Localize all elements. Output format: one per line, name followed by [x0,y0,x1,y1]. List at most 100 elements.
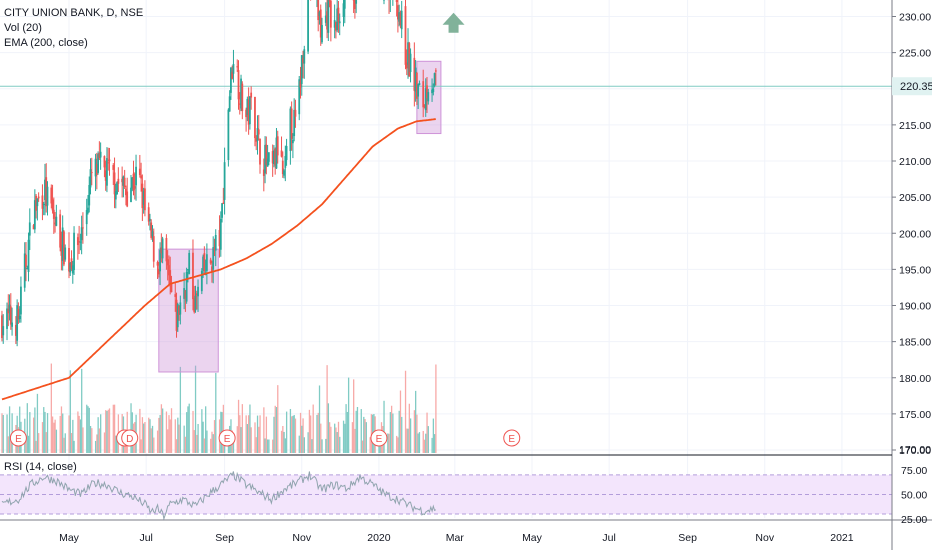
volume-bar [51,416,54,453]
time-tick-label: 2020 [367,532,391,544]
volume-bar [408,403,410,453]
volume-bar [337,421,340,453]
volume-bar [26,403,28,453]
rsi-tick-label: 50.00 [901,489,927,501]
volume-bar [82,427,84,453]
earnings-marker-icon[interactable]: E [218,429,236,447]
candle-body [16,305,19,341]
volume-bar [416,414,418,453]
volume-bar [407,428,409,453]
event-markers[interactable]: EEEEED [9,429,521,447]
candle-body [292,139,294,144]
candle-body [257,129,260,135]
volume-bar [392,413,394,453]
volume-bar [41,422,44,453]
volume-bar [213,420,216,453]
volume-bar [256,415,259,453]
candle-body [409,53,412,73]
candle-body [230,67,232,93]
volume-bar [310,415,312,453]
volume-bar [70,433,73,453]
volume-bar [144,422,146,453]
volume-bar [97,417,99,453]
candle-body [184,290,187,299]
volume-bar [273,416,275,453]
volume-bar [328,422,331,453]
volume-bar [55,429,58,453]
candle-body [35,195,38,211]
candle-body [256,128,259,141]
candle-body [221,203,223,218]
volume-bar [10,435,12,453]
candle-body [405,62,408,69]
volume-bar [409,418,412,453]
up-arrow-icon[interactable] [442,12,465,33]
volume-bar [370,414,373,453]
volume-bar [86,404,88,453]
volume-bar [431,437,433,453]
volume-bar [264,438,266,453]
volume-bar [162,408,164,453]
time-tick-label: Nov [292,532,311,544]
candle-body [326,11,328,30]
volume-bar [325,438,327,453]
candle-body [431,89,433,94]
candle-body [415,72,418,99]
time-tick-label: Mar [446,532,465,544]
time-tick-label: 2021 [830,532,854,544]
volume-bar [156,430,159,453]
candle-body [211,266,213,273]
volume-bar [68,415,70,453]
volume-bar [399,390,402,453]
earnings-marker-icon-circle [218,429,236,447]
earnings-marker-icon[interactable]: E [370,429,388,447]
volume-bar [77,411,79,453]
dividend-marker-icon[interactable]: D [121,429,139,447]
volume-bar [404,370,407,453]
candle-body [80,227,83,241]
candle-body [414,67,417,92]
volume-bar [35,440,37,453]
volume-bar [79,419,82,453]
candle-body [140,175,143,179]
volume-bar [143,423,145,453]
volume-bar [249,404,251,453]
candle-body [195,293,198,296]
volume-bar [116,437,118,453]
candle-body [223,162,226,200]
candle-body [8,304,11,312]
candle-body [142,191,145,205]
volume-bar [107,409,109,453]
volume-bar [7,436,9,453]
candle-body [138,168,141,176]
candle-body [6,308,8,329]
volume-bar [397,437,399,453]
candle-body [407,42,409,65]
earnings-marker-icon[interactable]: E [503,429,521,447]
candle-body [165,237,168,262]
volume-bar [241,404,244,453]
volume-bar [355,410,357,453]
volume-bar [232,434,235,453]
volume-bar [175,439,178,453]
highlight-boxes[interactable] [0,60,892,373]
candle-body [90,172,93,174]
volume-bar [197,423,199,453]
candle-body [114,191,117,200]
candle-body [63,231,65,265]
candle-body [248,96,251,125]
volume-bar [339,436,341,453]
candle-body [185,272,188,302]
candle-body [241,83,244,112]
volume-bar [167,429,169,453]
volume-bar [6,414,8,453]
candle-body [50,187,53,204]
arrow-layer[interactable] [442,12,465,33]
volume-bar [283,431,285,453]
volume-bar [81,368,83,453]
volume-bar [272,439,274,453]
earnings-marker-icon[interactable]: E [9,429,27,447]
candle-body [302,58,304,63]
